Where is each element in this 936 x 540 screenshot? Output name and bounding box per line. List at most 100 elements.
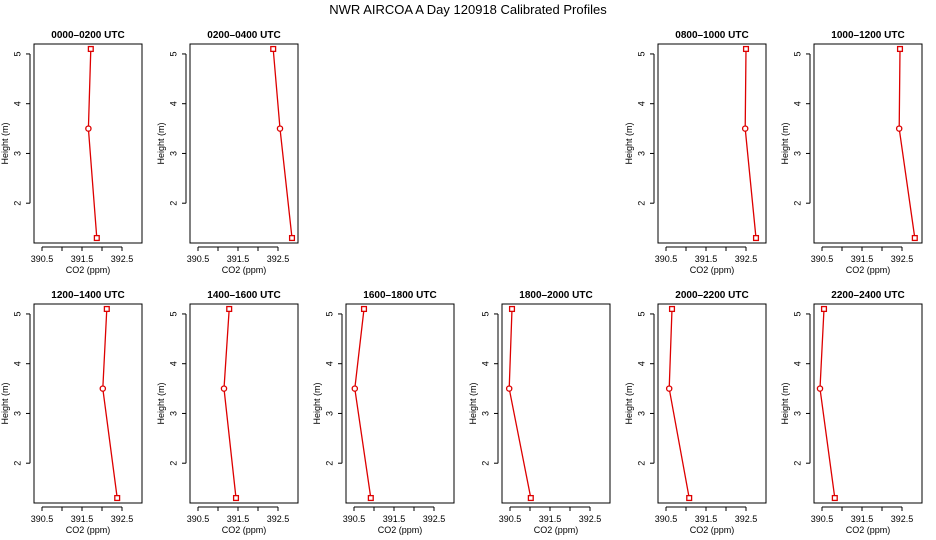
- y-tick-label: 3: [636, 411, 646, 416]
- y-tick-label: 3: [792, 151, 802, 156]
- y-tick-label: 4: [636, 361, 646, 366]
- y-tick-label: 4: [12, 361, 22, 366]
- x-axis-label: CO2 (ppm): [378, 525, 423, 535]
- profile-line: [898, 48, 916, 239]
- x-tick-label: 390.5: [655, 254, 678, 264]
- x-tick-label: 392.5: [735, 254, 758, 264]
- y-tick-label: 2: [168, 201, 178, 206]
- profile-line: [819, 308, 836, 499]
- x-axis-label: CO2 (ppm): [66, 265, 111, 275]
- y-axis-label: Height (m): [624, 382, 634, 424]
- y-tick-label: 2: [636, 201, 646, 206]
- y-tick-label: 5: [480, 311, 490, 316]
- x-tick-label: 392.5: [111, 254, 134, 264]
- data-point: [367, 494, 374, 502]
- y-tick-label: 4: [636, 101, 646, 106]
- y-tick-label: 5: [324, 311, 334, 316]
- x-tick-label: 391.5: [851, 514, 874, 524]
- data-point: [114, 494, 121, 502]
- y-tick-label: 5: [636, 311, 646, 316]
- x-tick-label: 390.5: [499, 514, 522, 524]
- y-tick-label: 3: [792, 411, 802, 416]
- data-point: [668, 305, 676, 313]
- x-tick-label: 390.5: [811, 254, 834, 264]
- data-point: [360, 305, 368, 313]
- y-axis-label: Height (m): [0, 382, 10, 424]
- x-tick-label: 392.5: [735, 514, 758, 524]
- data-point: [220, 385, 228, 392]
- y-axis-label: Height (m): [156, 382, 166, 424]
- data-point: [816, 385, 824, 392]
- data-point: [93, 234, 100, 242]
- y-tick-label: 2: [12, 461, 22, 466]
- x-tick-label: 390.5: [31, 514, 54, 524]
- y-tick-label: 4: [792, 361, 802, 366]
- data-point: [527, 494, 534, 502]
- profile-line: [744, 48, 757, 239]
- data-point: [276, 125, 284, 132]
- y-tick-label: 4: [480, 361, 490, 366]
- x-tick-label: 390.5: [343, 514, 366, 524]
- y-tick-label: 4: [168, 361, 178, 366]
- y-axis-label: Height (m): [624, 122, 634, 164]
- y-tick-label: 4: [12, 101, 22, 106]
- profile-line: [223, 308, 237, 499]
- x-tick-label: 392.5: [891, 254, 914, 264]
- plot-frame: [33, 303, 143, 504]
- x-tick-label: 391.5: [227, 514, 250, 524]
- data-point: [742, 45, 750, 53]
- plot-frame: [657, 43, 767, 244]
- figure-title: NWR AIRCOA A Day 120918 Calibrated Profi…: [329, 2, 607, 17]
- panel-title: 0000–0200 UTC: [51, 30, 124, 41]
- profile-line: [272, 48, 293, 239]
- x-tick-label: 391.5: [539, 514, 562, 524]
- data-point: [351, 385, 359, 392]
- data-point: [505, 385, 513, 392]
- y-axis-label: Height (m): [780, 122, 790, 164]
- y-tick-label: 5: [792, 51, 802, 56]
- data-point: [103, 305, 110, 313]
- x-tick-label: 392.5: [111, 514, 134, 524]
- profile-line: [102, 308, 118, 499]
- y-tick-label: 4: [324, 361, 334, 366]
- data-point: [820, 305, 828, 313]
- x-tick-label: 390.5: [187, 254, 210, 264]
- x-axis-label: CO2 (ppm): [66, 525, 111, 535]
- y-axis-label: Height (m): [780, 382, 790, 424]
- plot-frame: [189, 43, 299, 244]
- data-point: [99, 385, 107, 392]
- y-tick-label: 3: [636, 151, 646, 156]
- data-point: [741, 125, 749, 132]
- data-point: [911, 234, 918, 242]
- panel-title: 0800–1000 UTC: [675, 30, 748, 41]
- profile-line: [508, 308, 532, 499]
- y-tick-label: 5: [168, 51, 178, 56]
- panel-title: 2000–2200 UTC: [675, 290, 748, 301]
- data-point: [288, 234, 296, 242]
- y-axis-label: Height (m): [468, 382, 478, 424]
- y-tick-label: 2: [12, 201, 22, 206]
- y-axis-label: Height (m): [0, 122, 10, 164]
- x-tick-label: 390.5: [811, 514, 834, 524]
- y-tick-label: 3: [168, 411, 178, 416]
- y-axis-label: Height (m): [312, 382, 322, 424]
- panel-title: 1800–2000 UTC: [519, 290, 592, 301]
- y-tick-label: 5: [636, 51, 646, 56]
- x-axis-label: CO2 (ppm): [534, 525, 579, 535]
- data-point: [752, 234, 760, 242]
- x-tick-label: 391.5: [383, 514, 406, 524]
- x-tick-label: 391.5: [71, 514, 94, 524]
- data-point: [85, 125, 92, 132]
- data-point: [686, 494, 693, 502]
- panel-title: 0200–0400 UTC: [207, 30, 280, 41]
- plot-frame: [345, 303, 455, 504]
- data-point: [270, 45, 277, 53]
